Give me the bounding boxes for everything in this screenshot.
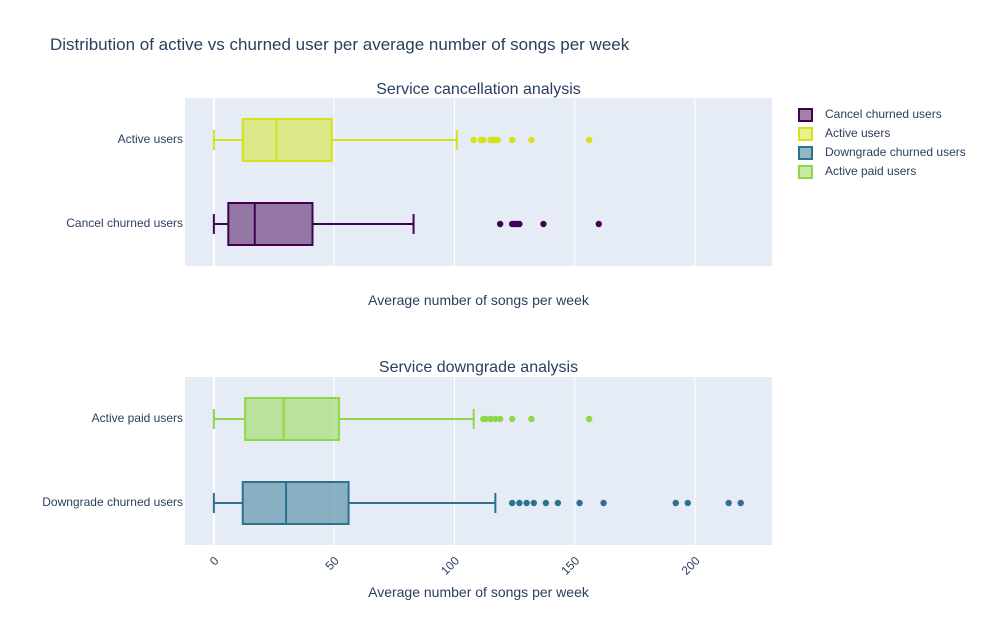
- outlier-point: [508, 499, 516, 507]
- subplot-title: Service cancellation analysis: [376, 81, 581, 98]
- outlier-point: [492, 415, 499, 423]
- outlier-point: [480, 136, 487, 144]
- outlier-point: [585, 136, 593, 144]
- legend-item[interactable]: Active users: [798, 126, 890, 141]
- x-axis-title: Average number of songs per week: [368, 292, 590, 308]
- box-iqr: [241, 481, 350, 525]
- outlier-point: [516, 220, 523, 228]
- legend-item[interactable]: Cancel churned users: [798, 107, 942, 122]
- y-tick-label: Downgrade churned users: [42, 495, 183, 509]
- legend-item[interactable]: Downgrade churned users: [798, 145, 966, 160]
- x-axis-title: Average number of songs per week: [368, 584, 590, 600]
- outlier-point: [530, 499, 538, 507]
- outlier-point: [595, 220, 602, 228]
- outlier-point: [554, 499, 562, 507]
- outlier-point: [508, 136, 516, 144]
- outlier-point: [528, 415, 535, 423]
- outlier-point: [585, 415, 593, 423]
- legend-swatch: [798, 108, 813, 122]
- box-downgrade-churned-users: Downgrade churned users: [42, 481, 744, 525]
- outlier-point: [576, 499, 583, 507]
- box-iqr: [244, 397, 340, 441]
- outlier-point: [684, 499, 691, 507]
- x-tick-label: 200: [679, 553, 703, 577]
- outlier-point: [600, 499, 607, 507]
- legend-item[interactable]: Active paid users: [798, 164, 916, 179]
- x-tick-label: 150: [558, 553, 582, 577]
- y-tick-label: Active paid users: [92, 411, 183, 425]
- outlier-point: [516, 499, 523, 507]
- outlier-point: [737, 499, 744, 507]
- box-iqr: [227, 202, 314, 246]
- outlier-point: [725, 499, 732, 507]
- legend-label: Downgrade churned users: [825, 145, 966, 159]
- legend-label: Active users: [825, 126, 890, 140]
- y-tick-label: Cancel churned users: [66, 216, 183, 230]
- legend: Cancel churned users Active users Downgrad…: [798, 107, 966, 179]
- outlier-point: [508, 415, 516, 423]
- subplot-title: Service downgrade analysis: [379, 359, 578, 376]
- outlier-point: [470, 136, 477, 144]
- legend-swatch: [798, 146, 813, 160]
- outlier-point: [542, 499, 550, 507]
- x-tick-label: 50: [322, 553, 342, 573]
- panel-1: Service cancellation analysis Average num…: [66, 81, 772, 308]
- outlier-point: [496, 220, 504, 228]
- outlier-point: [523, 499, 530, 507]
- x-tick-label: 100: [438, 553, 462, 577]
- legend-label: Cancel churned users: [825, 107, 942, 121]
- chart-title: Distribution of active vs churned user p…: [50, 35, 630, 54]
- box-active-users: Active users: [118, 118, 593, 162]
- outlier-point: [672, 499, 679, 507]
- x-tick-label: 0: [207, 553, 222, 568]
- legend-swatch: [798, 165, 813, 179]
- legend-swatch: [798, 127, 813, 141]
- outlier-point: [496, 415, 504, 423]
- outlier-point: [528, 136, 535, 144]
- box-cancel-churned-users: Cancel churned users: [66, 202, 602, 246]
- panel-2: Service downgrade analysis Average number…: [42, 359, 772, 600]
- outlier-point: [494, 136, 501, 144]
- box-active-paid-users: Active paid users: [92, 397, 593, 441]
- outlier-point: [482, 415, 489, 423]
- outlier-point: [487, 415, 494, 423]
- outlier-point: [540, 220, 547, 228]
- legend-label: Active paid users: [825, 164, 916, 178]
- y-tick-label: Active users: [118, 132, 183, 146]
- box-iqr: [241, 118, 333, 162]
